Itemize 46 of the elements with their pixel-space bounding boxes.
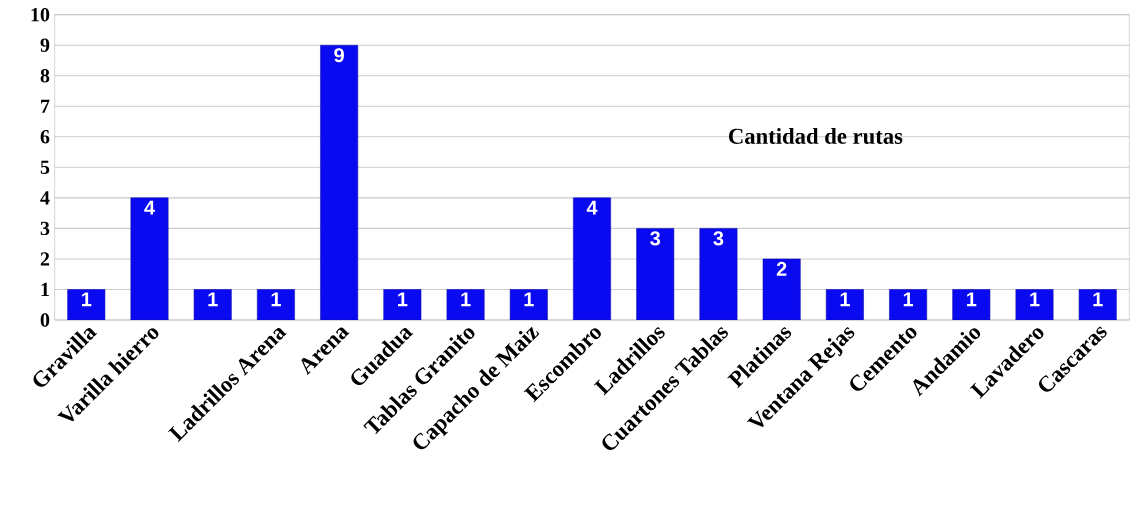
data-label: 2 (776, 261, 787, 276)
bar (193, 289, 232, 320)
data-label: 1 (903, 292, 914, 307)
data-label: 1 (524, 292, 534, 307)
data-label: 1 (271, 292, 281, 307)
bar (130, 197, 169, 320)
bar (636, 228, 675, 320)
data-label: 1 (840, 292, 850, 307)
data-label: 1 (461, 292, 471, 307)
data-label: 1 (208, 292, 218, 307)
bar (509, 289, 548, 320)
y-tick-label: 8 (40, 68, 50, 83)
y-tick-label: 10 (31, 7, 50, 22)
y-tick-label: 9 (40, 38, 50, 52)
y-tick-label: 0 (40, 313, 50, 327)
data-label: 1 (1093, 292, 1103, 307)
data-label: 3 (713, 231, 724, 246)
data-label: 4 (144, 200, 155, 215)
bar (952, 289, 991, 320)
data-label: 3 (650, 231, 661, 246)
bar (1078, 289, 1117, 320)
data-label: 1 (81, 292, 92, 307)
bar (889, 289, 928, 320)
bar (762, 258, 801, 320)
y-tick-label: 4 (40, 191, 50, 205)
bar (320, 44, 359, 320)
bar (1015, 289, 1054, 320)
y-tick-label: 1 (41, 282, 49, 297)
y-tick-label: 6 (40, 130, 50, 144)
data-label: 1 (398, 292, 408, 307)
data-label: 1 (1030, 292, 1040, 307)
bar (383, 289, 422, 320)
bar (573, 197, 611, 320)
y-tick-label: 3 (40, 221, 50, 236)
bar (67, 289, 106, 320)
data-label: 9 (334, 48, 344, 63)
data-label: 1 (967, 292, 977, 307)
bar (699, 228, 738, 320)
text: Cantidad de rutas (729, 127, 903, 144)
y-tick-label: 5 (40, 160, 50, 174)
y-tick-label: 2 (40, 252, 50, 266)
bar (446, 289, 485, 320)
y-tick-label: 7 (41, 99, 50, 113)
data-label: 4 (586, 200, 598, 215)
bar (256, 289, 295, 320)
bar (825, 289, 864, 320)
